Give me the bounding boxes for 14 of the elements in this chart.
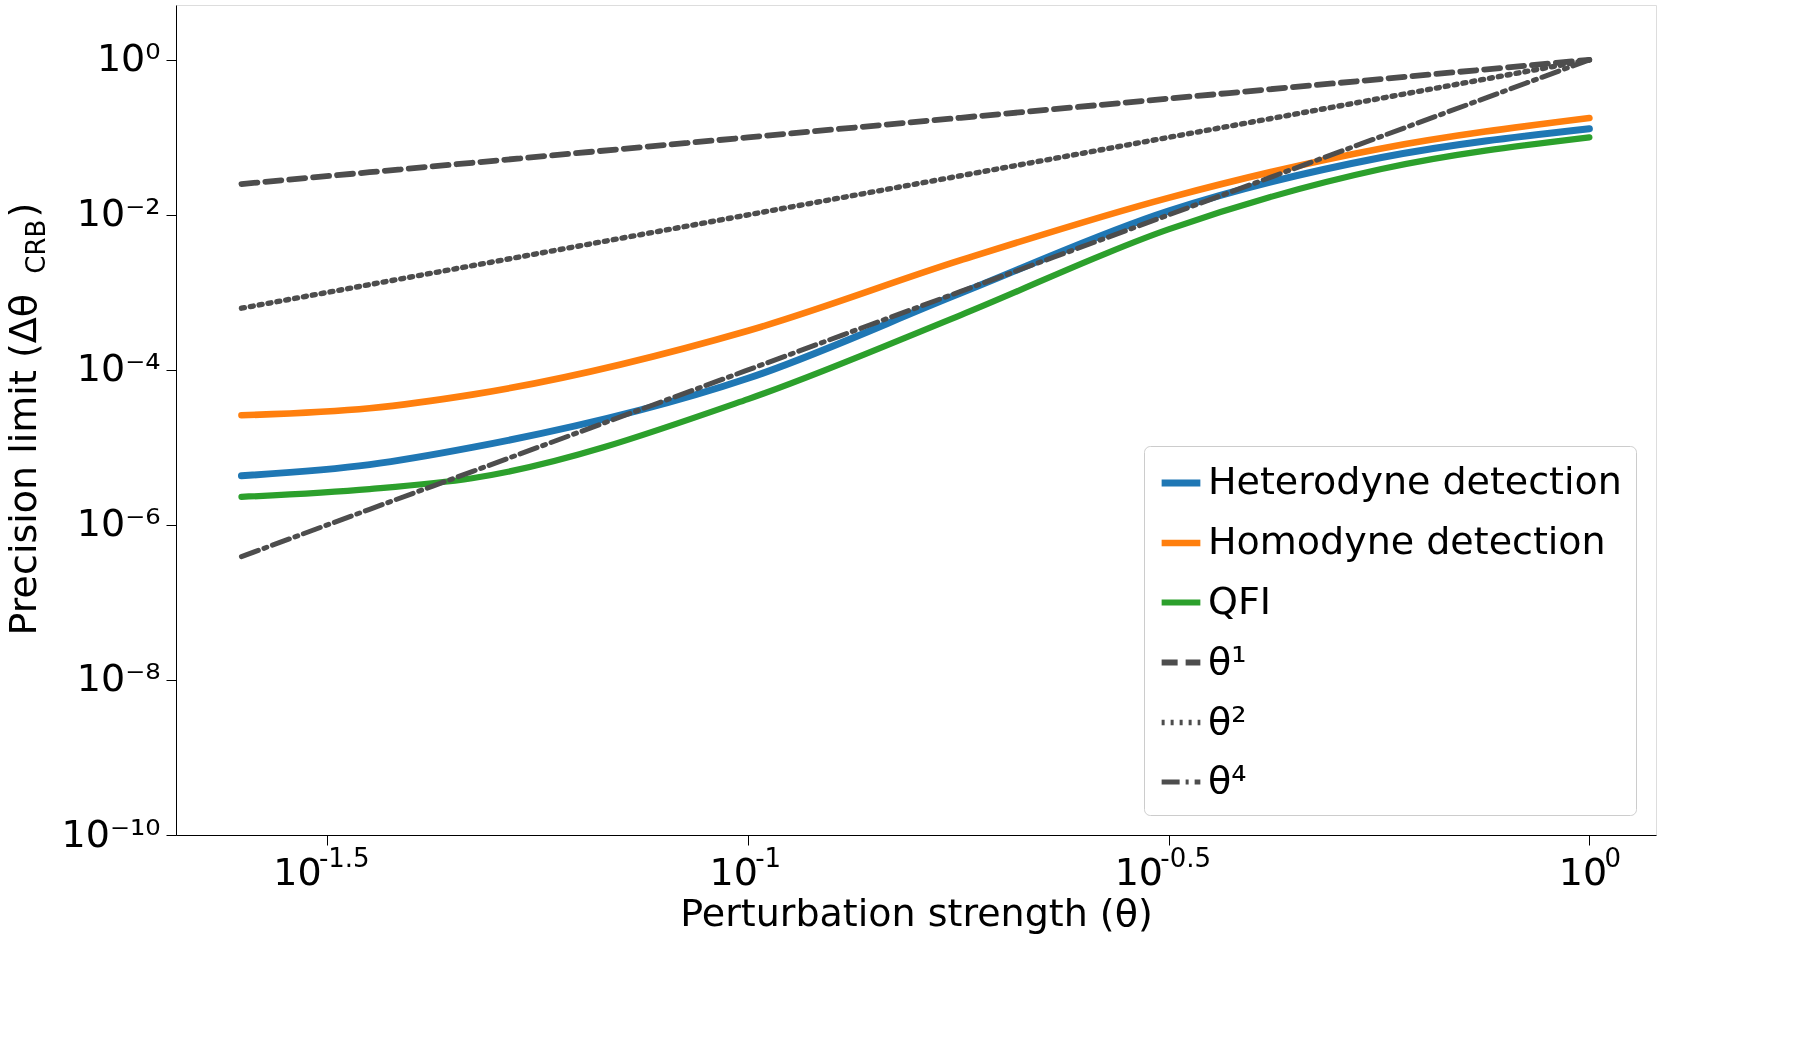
legend-label: Heterodyne detection [1208, 459, 1622, 503]
x-axis-title: Perturbation strength (θ) [680, 891, 1153, 935]
y-tick-label: 10⁻⁶ [76, 501, 161, 546]
legend-label: θ² [1208, 698, 1247, 743]
y-tick-label: 10⁻⁴ [76, 346, 161, 391]
legend-label: QFI [1208, 578, 1271, 623]
y-axis-title: Precision limit (ΔθCRB) [1, 202, 51, 636]
y-tick-label: 10⁻⁸ [76, 656, 161, 701]
legend-label: θ¹ [1208, 638, 1247, 683]
y-tick-label: 10⁰ [96, 36, 161, 81]
y-tick-label: 10⁻² [76, 191, 161, 236]
legend-label: Homodyne detection [1208, 519, 1606, 563]
legend-label: θ⁴ [1208, 758, 1247, 802]
y-tick-label: 10⁻¹⁰ [61, 811, 161, 856]
